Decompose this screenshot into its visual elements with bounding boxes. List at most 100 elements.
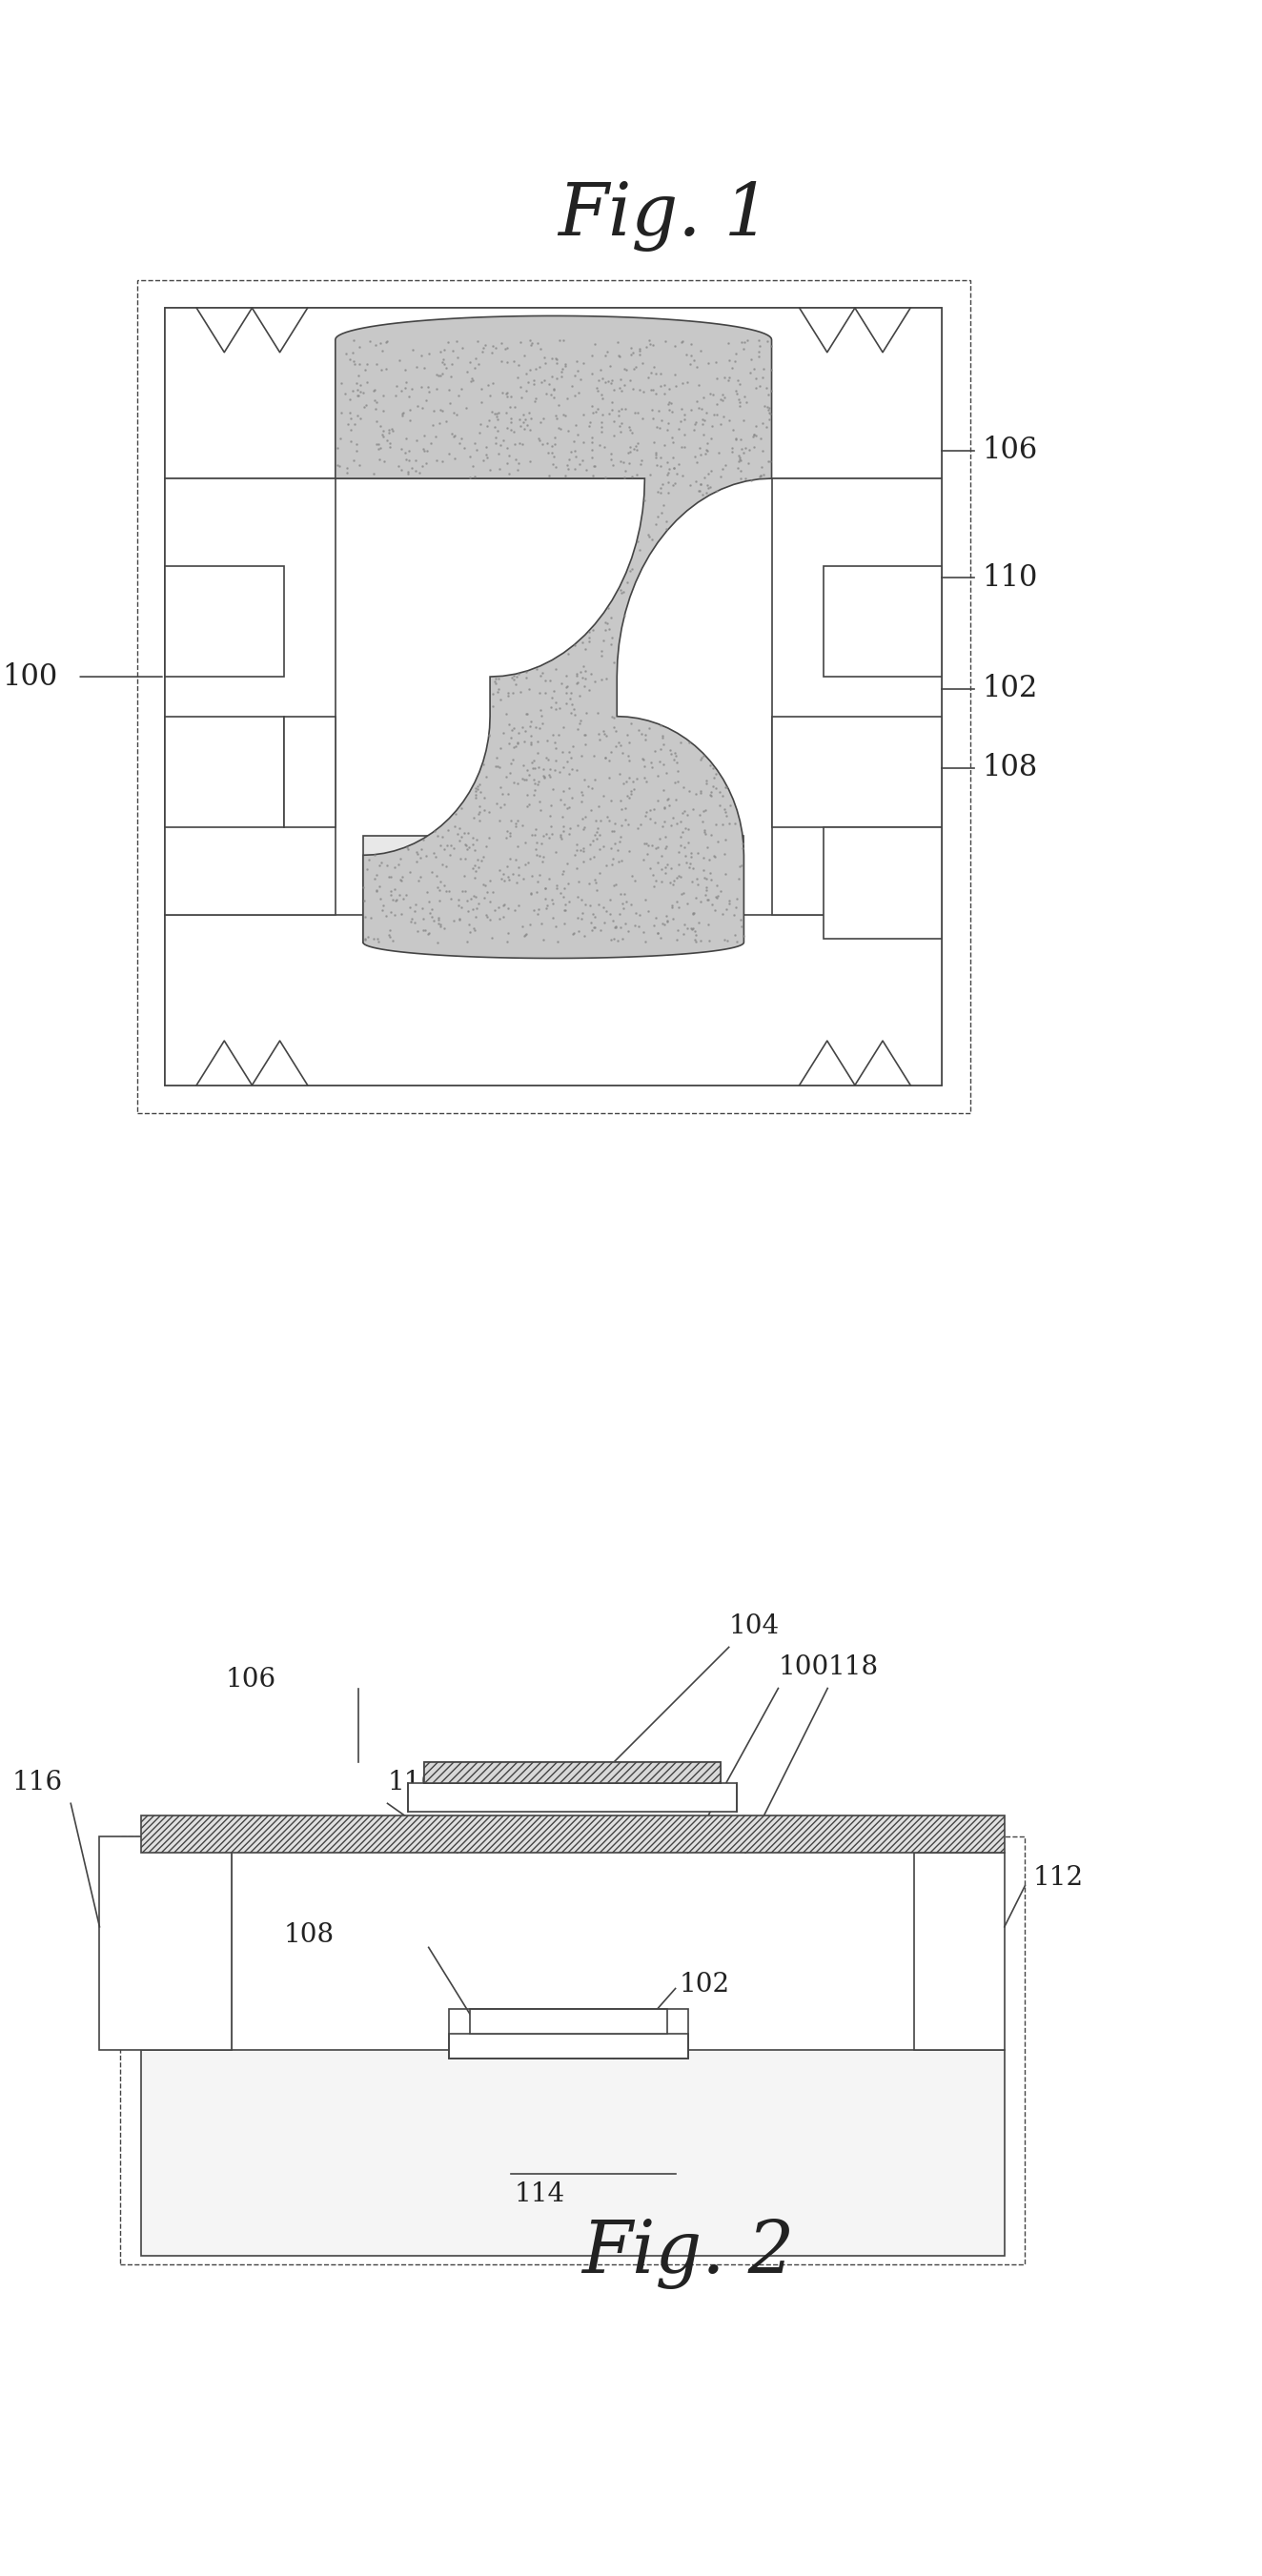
Point xyxy=(510,399,530,440)
Point xyxy=(557,842,577,884)
Point xyxy=(729,438,750,479)
Point xyxy=(521,325,541,366)
Point xyxy=(416,443,437,484)
Point xyxy=(550,410,570,451)
Point xyxy=(684,435,704,477)
Point xyxy=(592,412,612,453)
Point xyxy=(524,773,544,814)
Point xyxy=(509,855,529,896)
Point xyxy=(620,410,640,451)
Point xyxy=(703,765,723,806)
Point xyxy=(462,358,482,399)
Point xyxy=(666,881,687,922)
Point xyxy=(448,814,468,855)
Point xyxy=(564,688,584,729)
Point xyxy=(497,376,517,417)
Point xyxy=(459,912,480,953)
Point xyxy=(723,894,743,935)
Point xyxy=(728,858,748,899)
Point xyxy=(462,446,482,487)
Point xyxy=(645,732,665,773)
Point xyxy=(578,765,598,806)
Point xyxy=(524,363,544,404)
Point xyxy=(690,330,711,371)
Point xyxy=(420,422,440,464)
Point xyxy=(758,386,779,428)
Point xyxy=(390,858,410,899)
Point xyxy=(611,724,631,765)
Point xyxy=(669,886,689,927)
Point xyxy=(593,827,613,868)
Point xyxy=(664,739,684,781)
Point xyxy=(384,868,404,909)
Point xyxy=(627,520,647,562)
Point xyxy=(663,392,683,433)
Point xyxy=(482,325,502,366)
Point xyxy=(575,649,596,690)
Point xyxy=(418,366,438,407)
Point xyxy=(531,696,551,737)
Point xyxy=(440,381,461,422)
Point xyxy=(370,428,390,469)
Point xyxy=(428,866,448,907)
Point xyxy=(541,355,562,397)
Point xyxy=(477,896,497,938)
Point xyxy=(463,361,483,402)
Point xyxy=(466,778,486,819)
Point xyxy=(551,355,572,397)
Point xyxy=(539,755,559,796)
Point xyxy=(753,453,774,495)
Point xyxy=(603,837,623,878)
Point xyxy=(567,824,587,866)
Point xyxy=(588,806,608,848)
Point xyxy=(726,371,746,412)
Point xyxy=(483,871,504,912)
Point xyxy=(498,672,519,714)
Point xyxy=(541,878,562,920)
Point xyxy=(692,389,712,430)
Point xyxy=(449,899,469,940)
Point xyxy=(731,417,751,459)
Point xyxy=(363,379,384,420)
Point xyxy=(544,368,564,410)
Point xyxy=(608,721,628,762)
Point xyxy=(376,322,396,363)
Point xyxy=(613,873,634,914)
Point xyxy=(632,343,652,384)
Point xyxy=(482,332,502,374)
Bar xyxy=(165,309,943,479)
Point xyxy=(761,350,781,392)
Point xyxy=(549,407,569,448)
Point xyxy=(360,896,380,938)
Point xyxy=(445,793,466,835)
Point xyxy=(659,389,679,430)
Point xyxy=(535,757,555,799)
Point xyxy=(363,371,384,412)
Point xyxy=(533,399,553,440)
Point xyxy=(761,325,781,366)
Point xyxy=(753,348,774,389)
Point xyxy=(473,837,493,878)
Point xyxy=(579,670,599,711)
Point xyxy=(409,451,429,492)
Point xyxy=(353,866,374,907)
Point xyxy=(557,742,577,783)
Point xyxy=(372,415,392,456)
Point xyxy=(579,863,599,904)
Point xyxy=(529,747,549,788)
Point xyxy=(448,337,468,379)
Point xyxy=(510,422,530,464)
Point xyxy=(535,672,555,714)
Point xyxy=(452,327,472,368)
Point xyxy=(601,363,621,404)
Point xyxy=(704,757,724,799)
Point xyxy=(337,446,357,487)
Point xyxy=(535,659,555,701)
Point xyxy=(700,374,721,415)
Point xyxy=(391,394,411,435)
Point xyxy=(655,425,675,466)
Point xyxy=(475,788,495,829)
Point xyxy=(599,345,620,386)
Point xyxy=(647,781,668,822)
Point xyxy=(751,456,771,497)
